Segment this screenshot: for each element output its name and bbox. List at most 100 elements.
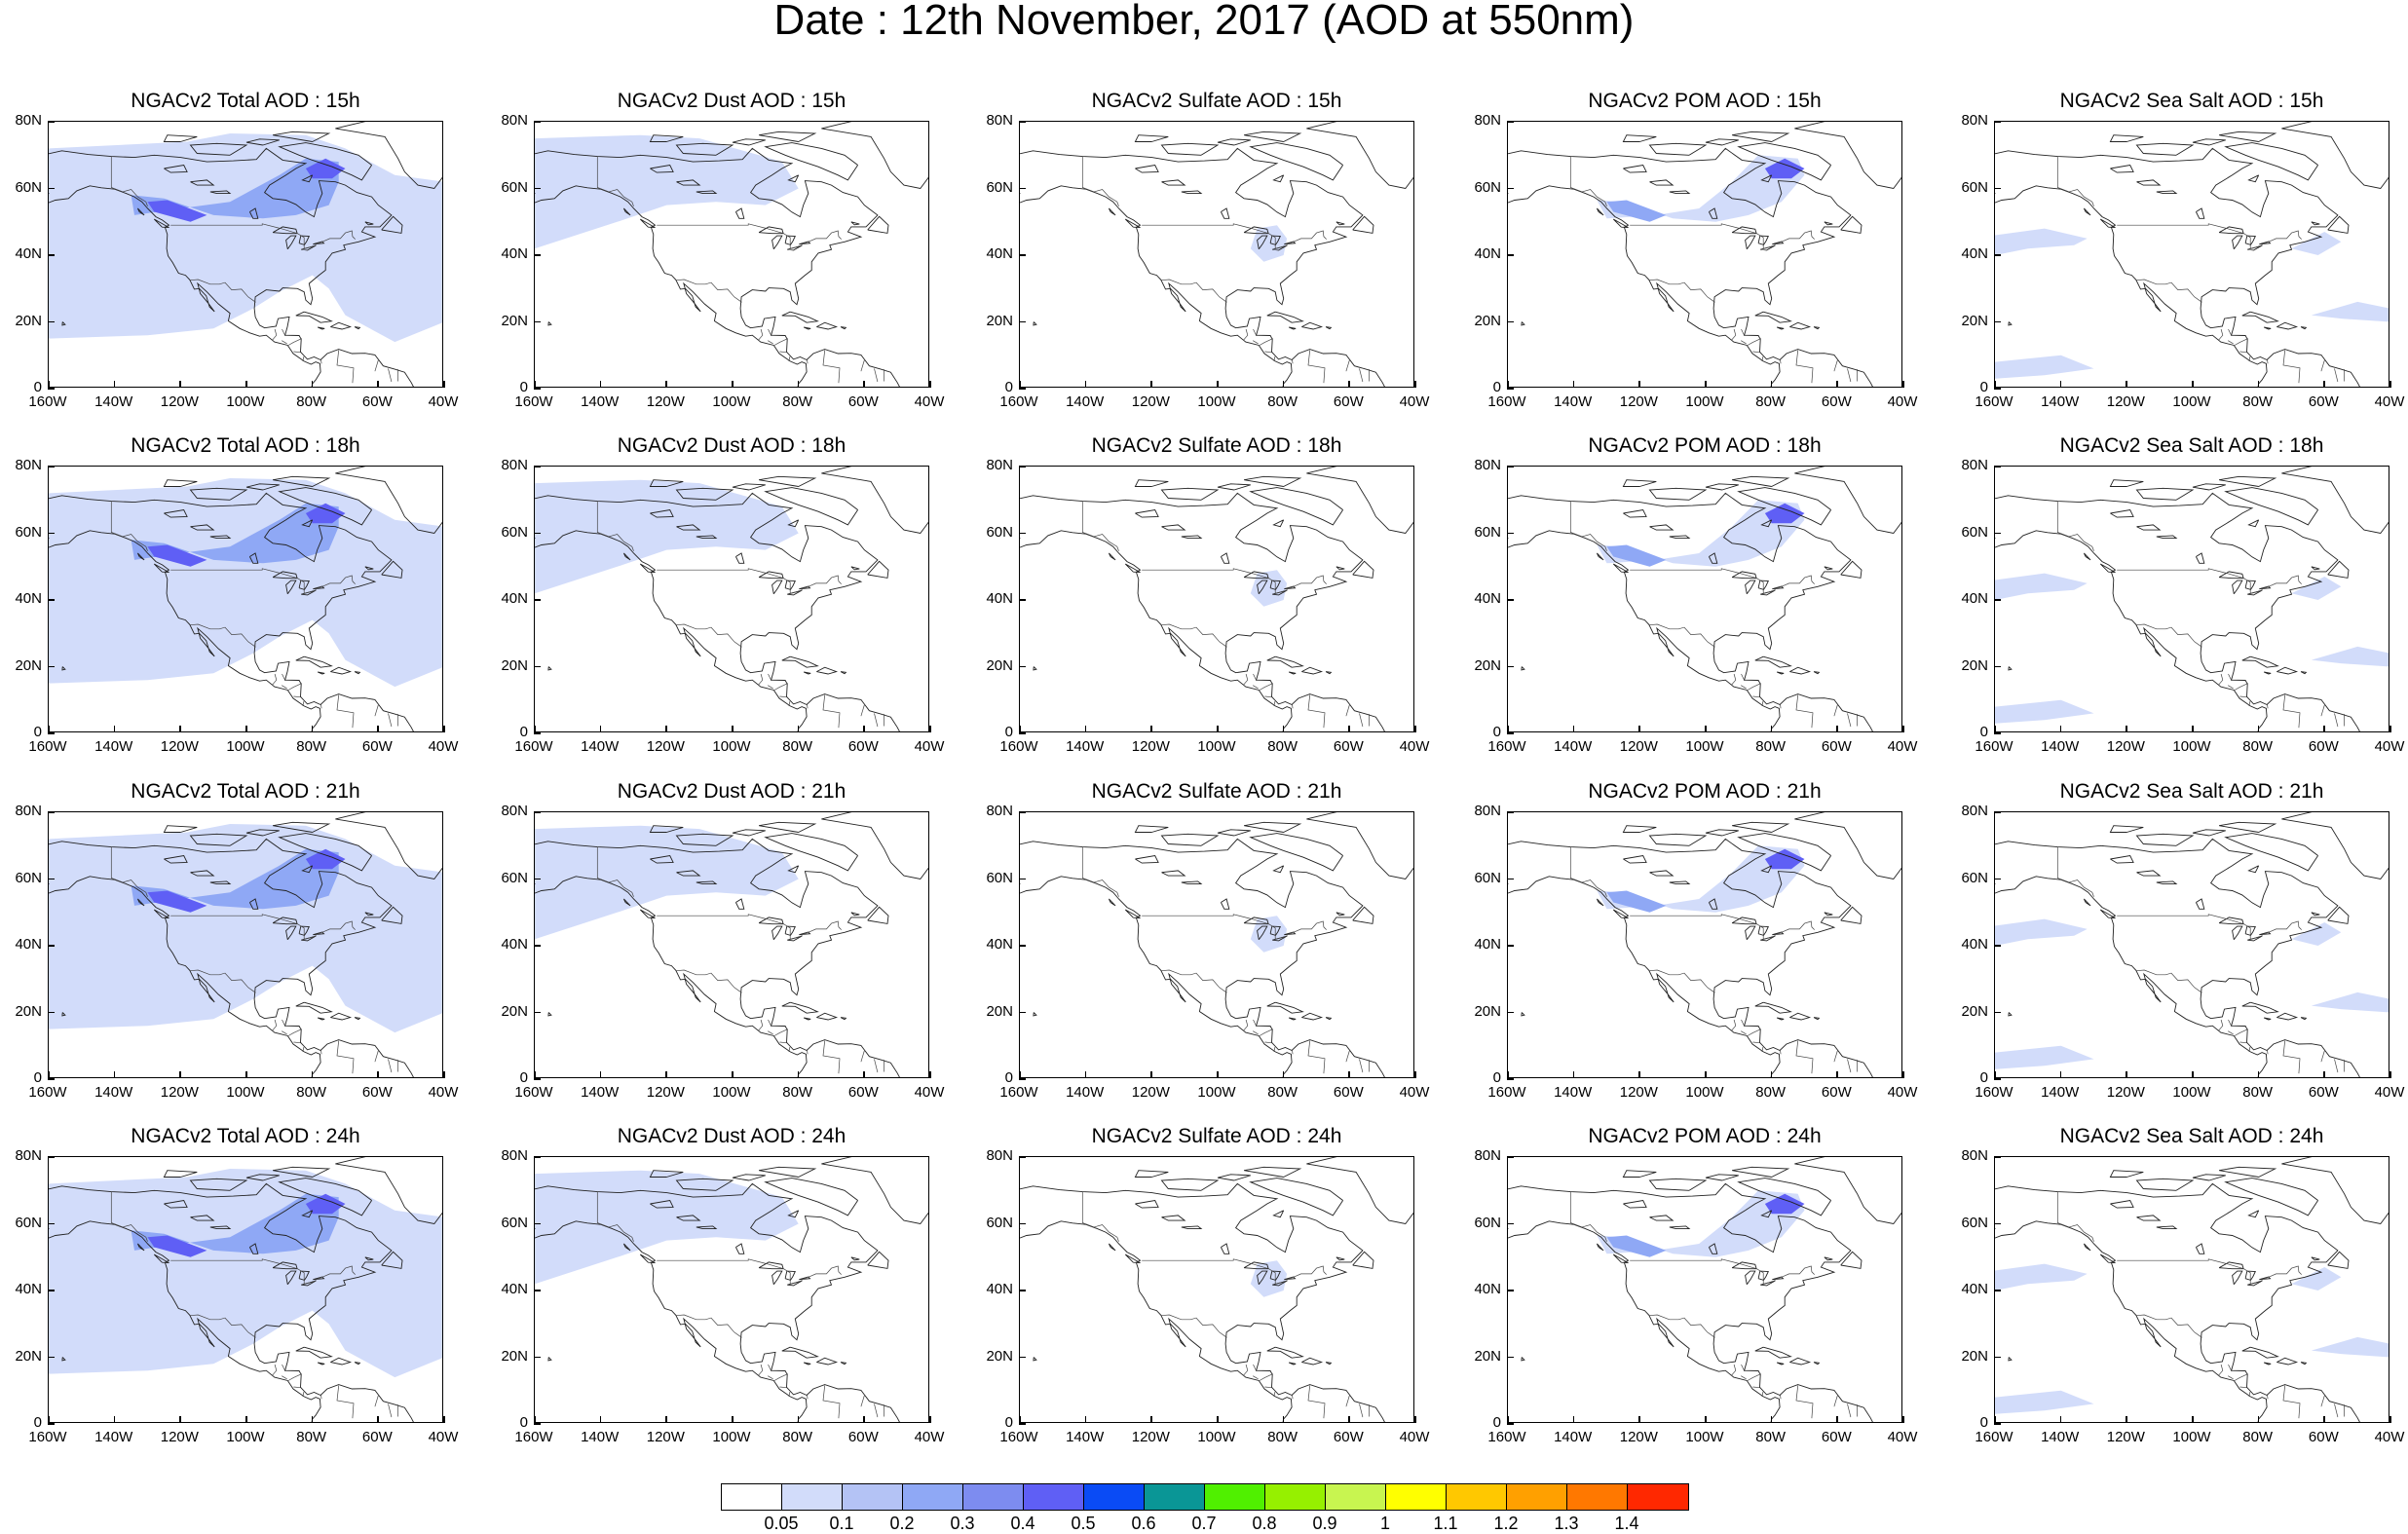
x-tick-label: 160W <box>999 738 1038 755</box>
x-tick-mark <box>1507 381 1509 388</box>
x-tick-mark <box>377 726 379 732</box>
x-tick-label: 120W <box>1131 1429 1170 1445</box>
x-tick-label: 60W <box>1333 1084 1364 1101</box>
panel-title: NGACv2 Dust AOD : 18h <box>617 434 847 457</box>
x-tick-mark <box>2257 1071 2260 1078</box>
island-outline <box>803 326 811 330</box>
country-border <box>822 1385 841 1419</box>
island-outline <box>1244 475 1302 487</box>
country-border <box>2228 1019 2233 1028</box>
y-tick-mark <box>1507 320 1514 322</box>
colorbar-swatch <box>1205 1484 1265 1510</box>
coastline <box>1020 838 1385 1077</box>
island-outline <box>1776 1362 1785 1366</box>
island-outline <box>759 1166 817 1178</box>
x-tick-mark <box>1770 1071 1773 1078</box>
x-tick-mark <box>732 1416 734 1423</box>
coastline <box>1508 1182 1873 1422</box>
x-tick-mark <box>1638 381 1640 388</box>
x-tick-mark <box>1217 1416 1219 1423</box>
island-outline <box>2276 1357 2299 1366</box>
island-outline <box>850 221 860 226</box>
lake-outline <box>2244 580 2256 590</box>
x-tick-mark <box>179 726 181 732</box>
country-border <box>1752 1386 1760 1389</box>
country-border <box>2136 1314 2202 1338</box>
x-tick-mark <box>929 1416 931 1423</box>
island-outline <box>2327 906 2350 924</box>
coastline <box>335 1157 442 1224</box>
lake-outline <box>784 580 796 590</box>
lake-outline <box>2232 925 2243 941</box>
x-tick-label: 40W <box>2374 1429 2405 1445</box>
country-border <box>2248 701 2251 706</box>
country-border <box>320 1395 322 1400</box>
country-border <box>1630 223 1815 249</box>
country-border <box>779 695 787 698</box>
lake-outline <box>1669 535 1691 540</box>
y-tick-mark <box>1994 1156 2001 1158</box>
island-outline <box>317 326 325 330</box>
y-tick-label: 20N <box>15 1347 42 1365</box>
aod-hotspot <box>147 200 207 222</box>
y-tick-label: 20N <box>1474 1347 1501 1365</box>
island-outline <box>1244 821 1302 833</box>
x-tick-mark <box>2257 381 2260 388</box>
lake-outline <box>1708 898 1718 910</box>
y-tick-mark <box>1019 1011 1026 1013</box>
lake-outline <box>1772 1276 1785 1281</box>
aod-field <box>1995 573 2088 600</box>
country-border <box>302 356 305 361</box>
country-border <box>1569 846 1607 897</box>
island-outline <box>330 1357 353 1366</box>
map-svg <box>535 812 928 1077</box>
coastline <box>1508 492 1873 731</box>
colorbar-swatch <box>1386 1484 1447 1510</box>
x-tick-label: 100W <box>226 1084 265 1101</box>
island-outline <box>850 566 860 571</box>
x-tick-mark <box>599 1071 602 1078</box>
x-tick-label: 120W <box>160 1429 199 1445</box>
country-border <box>1273 1047 1276 1052</box>
island-outline <box>1760 1210 1773 1218</box>
country-border <box>1747 683 1761 691</box>
map-plot-area <box>48 466 443 732</box>
country-border <box>1741 1030 1747 1035</box>
country-border <box>1761 1392 1764 1397</box>
country-border <box>860 1395 865 1407</box>
lake-outline <box>1745 235 1756 250</box>
y-tick-label: 60N <box>501 523 528 541</box>
coastline <box>278 142 372 181</box>
x-tick-label: 40W <box>1887 1429 1918 1445</box>
country-border <box>779 1041 787 1044</box>
y-tick-mark <box>48 1356 55 1358</box>
panel-title: NGACv2 Sea Salt AOD : 18h <box>2059 434 2324 457</box>
map-plot-area <box>1994 466 2389 732</box>
map-plot-area <box>534 121 929 388</box>
lake-outline <box>2136 870 2162 877</box>
lake-outline <box>1135 854 1159 864</box>
country-border <box>822 350 841 384</box>
y-tick-label: 40N <box>15 936 42 953</box>
lake-outline <box>285 1270 297 1286</box>
x-tick-mark <box>929 726 931 732</box>
island-outline <box>1108 898 1116 907</box>
x-tick-mark <box>929 1071 931 1078</box>
country-border <box>302 1392 305 1397</box>
country-border <box>657 223 842 249</box>
country-border <box>1345 359 1350 372</box>
coastline <box>2281 812 2389 879</box>
country-border <box>773 683 788 691</box>
island-outline <box>2135 1178 2195 1191</box>
x-tick-mark <box>1019 381 1021 388</box>
island-outline <box>1352 906 1374 924</box>
x-tick-mark <box>113 1071 116 1078</box>
y-tick-label: 60N <box>1961 523 1988 541</box>
colorbar-label: 0.7 <box>1191 1514 1217 1533</box>
lake-outline <box>784 235 796 245</box>
x-tick-label: 120W <box>160 393 199 410</box>
map-plot-area <box>48 1156 443 1423</box>
country-border <box>874 1059 879 1073</box>
y-tick-label: 40N <box>986 245 1013 262</box>
island-outline <box>759 131 817 142</box>
